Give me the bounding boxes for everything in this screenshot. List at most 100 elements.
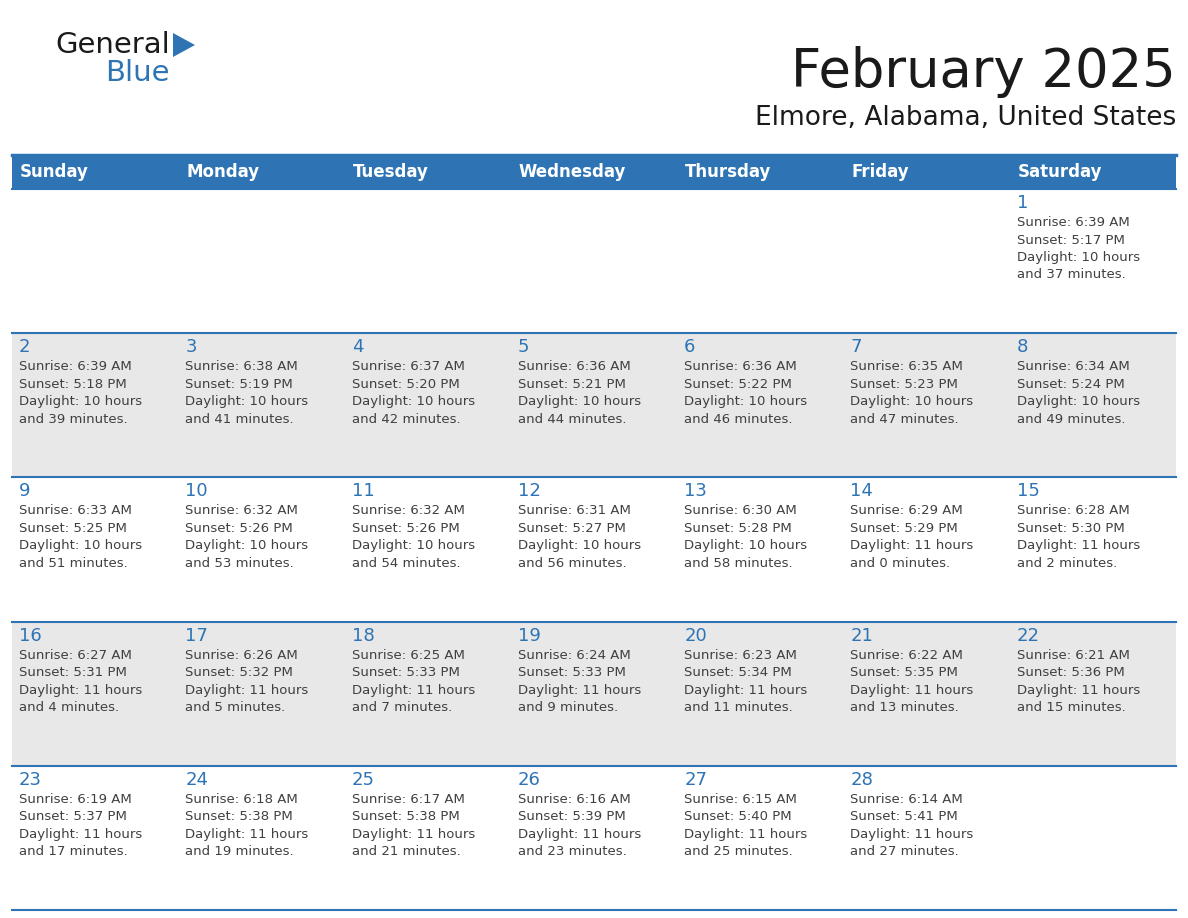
Text: Saturday: Saturday — [1018, 163, 1102, 181]
Text: 13: 13 — [684, 482, 707, 500]
Text: and 5 minutes.: and 5 minutes. — [185, 701, 285, 714]
Text: Sunrise: 6:19 AM: Sunrise: 6:19 AM — [19, 793, 132, 806]
Text: Sunset: 5:38 PM: Sunset: 5:38 PM — [185, 811, 293, 823]
Text: 21: 21 — [851, 627, 873, 644]
Text: Daylight: 10 hours: Daylight: 10 hours — [352, 396, 475, 409]
Text: and 44 minutes.: and 44 minutes. — [518, 413, 626, 426]
Text: Daylight: 10 hours: Daylight: 10 hours — [518, 396, 642, 409]
Text: 23: 23 — [19, 771, 42, 789]
Text: 6: 6 — [684, 338, 695, 356]
Text: Sunset: 5:17 PM: Sunset: 5:17 PM — [1017, 233, 1125, 247]
Text: 2: 2 — [19, 338, 31, 356]
Text: Sunset: 5:22 PM: Sunset: 5:22 PM — [684, 377, 792, 391]
Text: 15: 15 — [1017, 482, 1040, 500]
Text: Sunrise: 6:14 AM: Sunrise: 6:14 AM — [851, 793, 963, 806]
Text: Sunrise: 6:39 AM: Sunrise: 6:39 AM — [19, 360, 132, 374]
Text: 4: 4 — [352, 338, 364, 356]
Text: Daylight: 11 hours: Daylight: 11 hours — [684, 684, 808, 697]
Text: Sunset: 5:30 PM: Sunset: 5:30 PM — [1017, 522, 1125, 535]
Text: Sunrise: 6:32 AM: Sunrise: 6:32 AM — [352, 504, 465, 518]
Text: and 2 minutes.: and 2 minutes. — [1017, 557, 1117, 570]
Text: Sunset: 5:29 PM: Sunset: 5:29 PM — [851, 522, 959, 535]
Text: Sunrise: 6:35 AM: Sunrise: 6:35 AM — [851, 360, 963, 374]
Text: and 41 minutes.: and 41 minutes. — [185, 413, 293, 426]
Text: Daylight: 10 hours: Daylight: 10 hours — [19, 540, 143, 553]
Text: and 19 minutes.: and 19 minutes. — [185, 845, 293, 858]
Text: Daylight: 10 hours: Daylight: 10 hours — [1017, 251, 1139, 264]
Text: and 49 minutes.: and 49 minutes. — [1017, 413, 1125, 426]
Text: 14: 14 — [851, 482, 873, 500]
Text: Elmore, Alabama, United States: Elmore, Alabama, United States — [754, 105, 1176, 131]
Text: Sunrise: 6:38 AM: Sunrise: 6:38 AM — [185, 360, 298, 374]
Text: 7: 7 — [851, 338, 862, 356]
Text: and 9 minutes.: and 9 minutes. — [518, 701, 618, 714]
Text: Daylight: 10 hours: Daylight: 10 hours — [185, 396, 309, 409]
Text: 1: 1 — [1017, 194, 1028, 212]
Text: February 2025: February 2025 — [791, 46, 1176, 98]
Text: and 47 minutes.: and 47 minutes. — [851, 413, 959, 426]
Text: Sunset: 5:40 PM: Sunset: 5:40 PM — [684, 811, 791, 823]
Text: Daylight: 10 hours: Daylight: 10 hours — [684, 396, 808, 409]
Text: Sunset: 5:23 PM: Sunset: 5:23 PM — [851, 377, 959, 391]
Text: Sunrise: 6:17 AM: Sunrise: 6:17 AM — [352, 793, 465, 806]
Text: Sunset: 5:37 PM: Sunset: 5:37 PM — [19, 811, 127, 823]
Text: Sunset: 5:36 PM: Sunset: 5:36 PM — [1017, 666, 1125, 679]
Text: Sunset: 5:38 PM: Sunset: 5:38 PM — [352, 811, 460, 823]
Text: 12: 12 — [518, 482, 541, 500]
Text: Sunrise: 6:31 AM: Sunrise: 6:31 AM — [518, 504, 631, 518]
Text: Sunset: 5:28 PM: Sunset: 5:28 PM — [684, 522, 792, 535]
Text: 17: 17 — [185, 627, 208, 644]
Text: 20: 20 — [684, 627, 707, 644]
Text: and 54 minutes.: and 54 minutes. — [352, 557, 460, 570]
Text: Sunrise: 6:23 AM: Sunrise: 6:23 AM — [684, 649, 797, 662]
Text: 9: 9 — [19, 482, 31, 500]
Bar — [12, 477, 1176, 621]
Text: Sunrise: 6:29 AM: Sunrise: 6:29 AM — [851, 504, 963, 518]
Text: General: General — [55, 31, 170, 59]
Text: 5: 5 — [518, 338, 530, 356]
Text: Sunset: 5:20 PM: Sunset: 5:20 PM — [352, 377, 460, 391]
Text: Daylight: 11 hours: Daylight: 11 hours — [185, 684, 309, 697]
Text: and 23 minutes.: and 23 minutes. — [518, 845, 626, 858]
Text: Daylight: 10 hours: Daylight: 10 hours — [185, 540, 309, 553]
Text: Daylight: 11 hours: Daylight: 11 hours — [518, 684, 642, 697]
Text: 3: 3 — [185, 338, 197, 356]
Text: and 51 minutes.: and 51 minutes. — [19, 557, 128, 570]
Text: 8: 8 — [1017, 338, 1028, 356]
Text: Sunset: 5:26 PM: Sunset: 5:26 PM — [352, 522, 460, 535]
Text: Daylight: 10 hours: Daylight: 10 hours — [19, 396, 143, 409]
Text: Sunrise: 6:21 AM: Sunrise: 6:21 AM — [1017, 649, 1130, 662]
Text: Tuesday: Tuesday — [353, 163, 429, 181]
Text: Wednesday: Wednesday — [519, 163, 626, 181]
Text: and 46 minutes.: and 46 minutes. — [684, 413, 792, 426]
Text: Sunrise: 6:16 AM: Sunrise: 6:16 AM — [518, 793, 631, 806]
Text: Sunrise: 6:34 AM: Sunrise: 6:34 AM — [1017, 360, 1130, 374]
Text: Sunset: 5:35 PM: Sunset: 5:35 PM — [851, 666, 959, 679]
Text: Daylight: 11 hours: Daylight: 11 hours — [518, 828, 642, 841]
Text: and 13 minutes.: and 13 minutes. — [851, 701, 959, 714]
Text: 28: 28 — [851, 771, 873, 789]
Text: Daylight: 11 hours: Daylight: 11 hours — [1017, 540, 1140, 553]
Text: and 25 minutes.: and 25 minutes. — [684, 845, 792, 858]
Bar — [12, 621, 1176, 766]
Text: Sunrise: 6:36 AM: Sunrise: 6:36 AM — [684, 360, 797, 374]
Text: Sunrise: 6:33 AM: Sunrise: 6:33 AM — [19, 504, 132, 518]
Text: Sunset: 5:34 PM: Sunset: 5:34 PM — [684, 666, 792, 679]
Text: and 0 minutes.: and 0 minutes. — [851, 557, 950, 570]
Text: Sunrise: 6:39 AM: Sunrise: 6:39 AM — [1017, 216, 1130, 229]
Text: Sunrise: 6:26 AM: Sunrise: 6:26 AM — [185, 649, 298, 662]
Text: Daylight: 11 hours: Daylight: 11 hours — [352, 828, 475, 841]
Text: and 4 minutes.: and 4 minutes. — [19, 701, 119, 714]
Text: 24: 24 — [185, 771, 208, 789]
Text: 22: 22 — [1017, 627, 1040, 644]
Text: Daylight: 10 hours: Daylight: 10 hours — [684, 540, 808, 553]
Text: Sunrise: 6:15 AM: Sunrise: 6:15 AM — [684, 793, 797, 806]
Text: Sunset: 5:19 PM: Sunset: 5:19 PM — [185, 377, 293, 391]
Text: 26: 26 — [518, 771, 541, 789]
Text: 10: 10 — [185, 482, 208, 500]
Text: and 15 minutes.: and 15 minutes. — [1017, 701, 1125, 714]
Text: Sunrise: 6:36 AM: Sunrise: 6:36 AM — [518, 360, 631, 374]
Text: and 39 minutes.: and 39 minutes. — [19, 413, 127, 426]
Text: Sunset: 5:18 PM: Sunset: 5:18 PM — [19, 377, 127, 391]
Text: Sunset: 5:32 PM: Sunset: 5:32 PM — [185, 666, 293, 679]
